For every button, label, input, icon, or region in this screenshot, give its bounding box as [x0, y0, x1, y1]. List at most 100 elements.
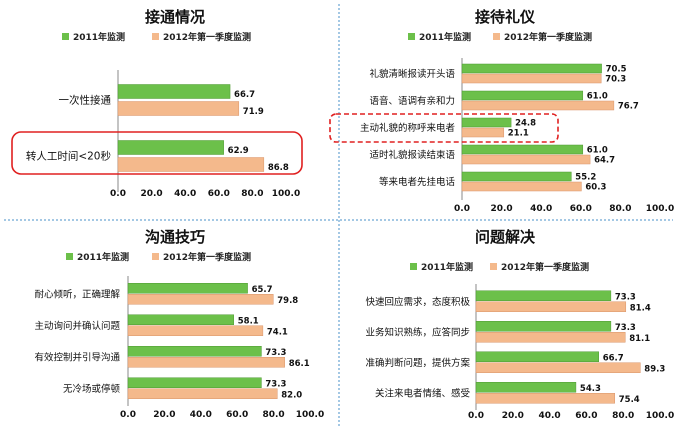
value-label: 60.3 — [585, 183, 606, 193]
x-tick-label: 80.0 — [609, 204, 631, 214]
legend-label-0: 2011年监测 — [421, 261, 473, 273]
value-label: 66.7 — [603, 353, 624, 363]
bar-2011 — [461, 90, 584, 101]
bar-2012q1 — [117, 101, 240, 116]
bar-2012q1 — [461, 73, 602, 84]
value-label: 70.3 — [605, 75, 626, 85]
category-label: 准确判断问题，提供方案 — [365, 357, 470, 369]
legend-label-1: 2012年第一季度监测 — [163, 31, 251, 43]
bar-2012q1 — [127, 325, 264, 336]
x-tick-label: 60.0 — [575, 411, 597, 421]
x-tick-label: 100.0 — [296, 410, 324, 420]
chart-title: 接通情况 — [145, 8, 205, 26]
bar-2012q1 — [127, 294, 274, 305]
legend-swatch-0 — [62, 33, 69, 40]
value-label: 81.1 — [629, 334, 650, 344]
bar-2012q1 — [461, 154, 591, 165]
category-label: 适时礼貌报读结束语 — [369, 149, 455, 161]
chart-title: 接待礼仪 — [475, 8, 536, 26]
value-label: 86.8 — [268, 163, 289, 173]
value-label: 66.7 — [234, 90, 255, 100]
value-label: 24.8 — [515, 119, 536, 129]
bar-2011 — [127, 346, 262, 357]
value-label: 73.3 — [265, 348, 286, 358]
legend-label-0: 2011年监测 — [77, 251, 129, 263]
category-label: 快速回应需求，态度积极 — [365, 296, 470, 308]
x-tick-label: 60.0 — [226, 410, 248, 420]
chart-title: 沟通技巧 — [145, 228, 205, 246]
x-tick-label: 20.0 — [153, 410, 175, 420]
x-tick-label: 40.0 — [530, 204, 552, 214]
value-label: 73.3 — [615, 323, 636, 333]
bar-2012q1 — [127, 357, 285, 368]
bar-2012q1 — [461, 127, 505, 138]
bar-2011 — [461, 63, 602, 74]
legend-swatch-1 — [493, 33, 500, 40]
value-label: 62.9 — [228, 146, 249, 156]
category-label: 有效控制并引导沟通 — [34, 351, 120, 363]
value-label: 61.0 — [587, 146, 608, 156]
value-label: 86.1 — [289, 359, 310, 369]
chart-title: 问题解决 — [475, 228, 536, 246]
value-label: 79.8 — [277, 296, 298, 306]
bar-2012q1 — [117, 157, 265, 172]
x-tick-label: 60.0 — [570, 204, 592, 214]
x-tick-label: 0.0 — [120, 410, 136, 420]
value-label: 73.3 — [265, 379, 286, 389]
legend-swatch-0 — [410, 263, 417, 270]
value-label: 54.3 — [580, 384, 601, 394]
highlight-box — [329, 113, 559, 143]
bar-2012q1 — [475, 393, 615, 404]
legend-swatch-0 — [408, 33, 415, 40]
highlight-box — [11, 131, 303, 175]
category-label: 礼貌清晰报读开头语 — [369, 68, 455, 80]
value-label: 76.7 — [618, 102, 639, 112]
value-label: 81.4 — [630, 303, 651, 313]
bar-2012q1 — [475, 332, 626, 343]
x-tick-label: 20.0 — [490, 204, 512, 214]
bar-2011 — [475, 382, 577, 393]
x-tick-label: 20.0 — [502, 411, 524, 421]
value-label: 61.0 — [587, 92, 608, 102]
category-label: 主动询问并确认问题 — [34, 320, 120, 332]
bar-2011 — [117, 84, 231, 99]
category-label: 转人工时间<20秒 — [26, 150, 112, 163]
category-label: 无冷场或停顿 — [63, 383, 121, 395]
category-label: 语音、语调有亲和力 — [369, 95, 455, 107]
x-tick-label: 80.0 — [241, 189, 263, 199]
legend-label-0: 2011年监测 — [73, 31, 125, 43]
legend-swatch-1 — [152, 33, 159, 40]
bar-2012q1 — [475, 301, 627, 312]
category-label: 耐心倾听，正确理解 — [34, 288, 120, 300]
x-tick-label: 40.0 — [190, 410, 212, 420]
value-label: 21.1 — [508, 129, 529, 139]
value-label: 70.5 — [606, 65, 627, 75]
value-label: 73.3 — [615, 292, 636, 302]
category-label: 一次性接通 — [59, 94, 112, 107]
x-tick-label: 40.0 — [174, 189, 196, 199]
x-tick-label: 100.0 — [646, 204, 674, 214]
bar-2012q1 — [461, 181, 582, 192]
bar-2011 — [127, 377, 262, 388]
value-label: 71.9 — [243, 107, 264, 117]
legend-label-0: 2011年监测 — [419, 31, 471, 43]
category-label: 主动礼貌的称呼来电者 — [360, 122, 455, 134]
x-tick-label: 80.0 — [262, 410, 284, 420]
x-tick-label: 40.0 — [538, 411, 560, 421]
bar-2011 — [127, 283, 248, 294]
value-label: 58.1 — [238, 316, 259, 326]
bar-2012q1 — [127, 388, 278, 399]
legend-label-1: 2012年第一季度监测 — [163, 251, 251, 263]
legend-label-1: 2012年第一季度监测 — [504, 31, 592, 43]
bar-2011 — [475, 321, 612, 332]
bar-2012q1 — [475, 362, 641, 373]
value-label: 55.2 — [575, 173, 596, 183]
legend-swatch-1 — [152, 253, 159, 260]
x-tick-label: 60.0 — [208, 189, 230, 199]
x-tick-label: 0.0 — [468, 411, 484, 421]
bar-2011 — [127, 314, 234, 325]
value-label: 89.3 — [644, 364, 665, 374]
bar-2012q1 — [461, 100, 615, 111]
